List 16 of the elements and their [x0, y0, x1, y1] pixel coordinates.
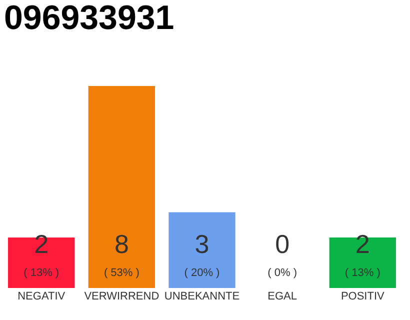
data-label: 3 — [194, 229, 210, 259]
x-tick-label: EGAL — [268, 290, 298, 302]
annotation: ( 13% ) — [24, 267, 60, 279]
x-tick-label: UNBEKANNTE — [164, 290, 240, 302]
data-label: 0 — [275, 229, 290, 259]
annotation: ( 0% ) — [268, 267, 297, 279]
annotation: ( 13% ) — [344, 267, 380, 279]
data-label: 2 — [34, 229, 49, 259]
annotation: ( 53% ) — [104, 267, 140, 279]
x-tick-label: NEGATIV — [18, 290, 66, 302]
x-tick-label: POSITIV — [340, 290, 386, 302]
x-tick-label: VERWIRREND — [84, 290, 160, 302]
chart-title: 096933931 — [4, 0, 174, 37]
data-label: 8 — [114, 229, 129, 259]
annotation: ( 20% ) — [184, 267, 220, 279]
data-label: 2 — [355, 229, 370, 259]
